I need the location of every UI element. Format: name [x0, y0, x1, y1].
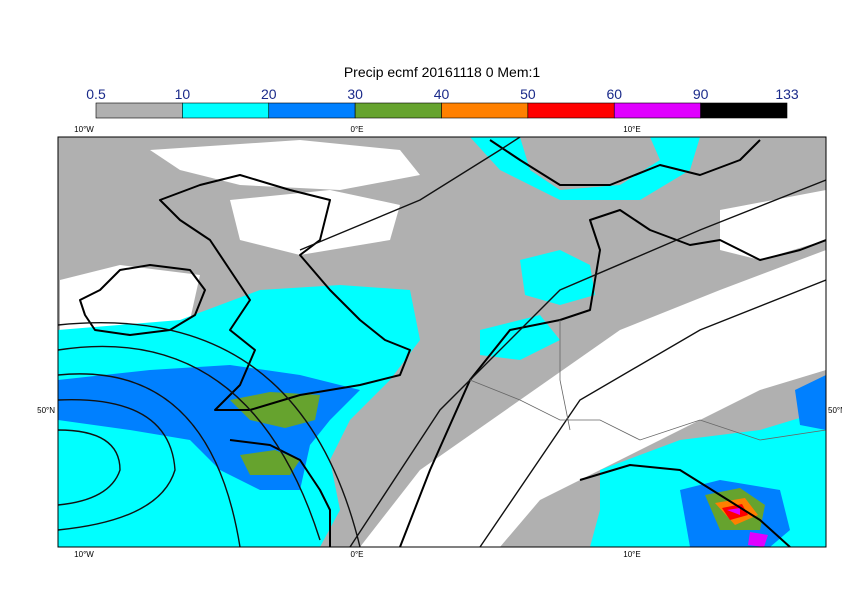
coastline [229, 439, 331, 547]
coastline [399, 209, 826, 547]
legend-swatch [95, 102, 183, 119]
legend-swatch [527, 102, 615, 119]
legend-swatch [700, 102, 788, 119]
legend-swatch [441, 102, 529, 119]
lon-label: 10°E [623, 550, 640, 559]
isobar [58, 429, 121, 506]
legend-level: 10 [175, 86, 191, 102]
isobar [58, 373, 241, 547]
isobar [58, 398, 176, 531]
isobar [349, 179, 826, 547]
coastline [79, 264, 206, 336]
legend-level: 20 [261, 86, 277, 102]
lat-label: 50°N [37, 406, 55, 415]
wet-area [480, 315, 560, 360]
lon-label: 0°E [351, 125, 364, 134]
wet-area [748, 532, 768, 547]
dry-area [360, 250, 826, 547]
map-area [58, 137, 826, 547]
lon-label: 10°E [623, 125, 640, 134]
lon-label: 10°W [74, 125, 94, 134]
wet-area [230, 392, 320, 428]
dry-area [60, 265, 200, 335]
legend-level: 90 [693, 86, 709, 102]
legend-level: 40 [434, 86, 450, 102]
border [469, 379, 826, 441]
dry-area [150, 140, 420, 190]
coastline [579, 464, 791, 547]
wet-area [795, 375, 826, 430]
coastline [489, 139, 761, 186]
wet-area [240, 450, 300, 475]
isobar [58, 322, 361, 547]
isobar [299, 137, 521, 251]
isobar [58, 345, 321, 541]
dry-area [720, 190, 826, 260]
legend-level: 50 [520, 86, 536, 102]
lon-label: 10°W [74, 550, 94, 559]
map-frame [57, 136, 827, 548]
isobar [479, 279, 826, 547]
lat-label: 50°N [828, 406, 842, 415]
legend-swatch [613, 102, 701, 119]
border [559, 320, 571, 431]
legend-swatch [182, 102, 270, 119]
dry-area [230, 190, 400, 255]
legend-level: 60 [606, 86, 622, 102]
wet-area [520, 250, 595, 305]
legend-level: 30 [347, 86, 363, 102]
map-title: Precip ecmf 20161118 0 Mem:1 [344, 64, 541, 80]
wet-area [470, 137, 700, 200]
coastline [159, 174, 411, 411]
lon-label: 0°E [351, 550, 364, 559]
wet-area [727, 508, 740, 515]
legend-level: 0.5 [86, 86, 106, 102]
legend-level: 133 [775, 86, 799, 102]
legend-swatch [268, 102, 356, 119]
color-legend: 0.5 10 20 30 40 50 60 90 133 [86, 86, 799, 119]
legend-swatch [354, 102, 442, 119]
axis-labels: 10°W 10°W 0°E 0°E 10°E 10°E 50°N 50°N [37, 125, 842, 559]
